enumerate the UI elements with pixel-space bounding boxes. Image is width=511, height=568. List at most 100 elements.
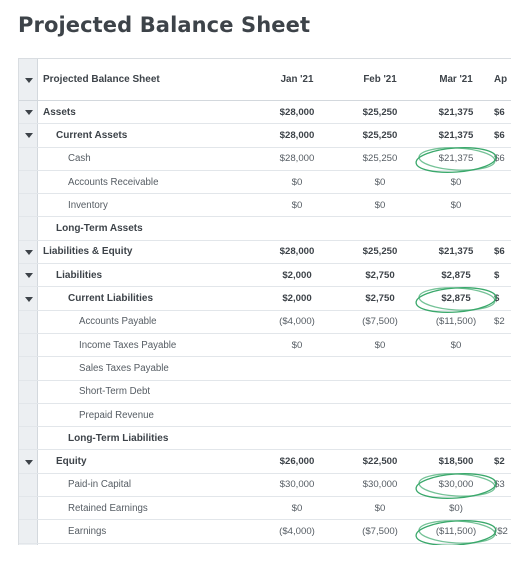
value-cell[interactable]: $18,500 xyxy=(438,456,474,468)
value-cell[interactable]: $2,000 xyxy=(282,293,312,305)
value-cell[interactable]: ($2 xyxy=(494,525,508,537)
column-header[interactable]: Ap xyxy=(494,74,508,85)
value-cell[interactable]: $28,000 xyxy=(279,106,315,118)
table-row[interactable]: Prepaid Revenue xyxy=(19,404,511,428)
value-cell[interactable]: $22,500 xyxy=(362,456,398,468)
table-row[interactable]: Long-Term Assets xyxy=(19,217,511,241)
value-cell[interactable] xyxy=(406,381,506,403)
table-row[interactable]: Liabilities & Equity $28,000 $25,250 $21,37… xyxy=(19,241,511,265)
value-cell[interactable]: $28,000 xyxy=(279,129,315,141)
value-cell[interactable]: ($4,000) xyxy=(279,316,315,328)
table-row[interactable]: Income Taxes Payable $0 $0 $0 xyxy=(19,334,511,358)
value-cell[interactable]: $0 xyxy=(291,176,303,188)
value-cell[interactable]: $30,000 xyxy=(279,479,315,491)
value-cell[interactable] xyxy=(494,194,511,216)
value-cell[interactable] xyxy=(494,171,511,193)
value-cell[interactable]: $0 xyxy=(291,339,303,351)
value-cell[interactable]: $21,375 xyxy=(438,106,474,118)
value-cell[interactable]: ($7,500) xyxy=(362,316,398,328)
value-cell[interactable]: $2,750 xyxy=(365,269,395,281)
value-cell[interactable]: $28,000 xyxy=(279,153,315,165)
table-row[interactable]: Accounts Receivable $0 $0 $0 xyxy=(19,171,511,195)
value-cell[interactable]: $0) xyxy=(449,502,463,514)
value-cell[interactable]: $0 xyxy=(450,339,462,351)
value-cell[interactable]: $ xyxy=(494,269,500,281)
value-cell[interactable]: $0 xyxy=(291,502,303,514)
column-header[interactable]: Jan '21 xyxy=(280,74,314,85)
value-cell[interactable] xyxy=(494,427,511,449)
value-cell[interactable]: $2,000 xyxy=(282,269,312,281)
table-row[interactable]: Long-Term Liabilities xyxy=(19,427,511,451)
value-cell[interactable]: $26,000 xyxy=(279,456,315,468)
table-row[interactable]: Sales Taxes Payable xyxy=(19,357,511,381)
value-cell[interactable]: $0 xyxy=(374,339,386,351)
value-cell[interactable] xyxy=(406,427,506,449)
value-cell[interactable] xyxy=(494,404,511,426)
collapse-caret-icon[interactable] xyxy=(25,273,33,279)
value-cell[interactable]: $2,750 xyxy=(365,293,395,305)
column-header[interactable]: Feb '21 xyxy=(363,74,397,85)
value-cell[interactable]: ($7,500) xyxy=(362,525,398,537)
value-cell[interactable] xyxy=(406,404,506,426)
value-cell[interactable]: $21,375 xyxy=(438,246,474,258)
collapse-caret-icon[interactable] xyxy=(25,133,33,139)
table-row[interactable]: Retained Earnings $0 $0 $0) xyxy=(19,497,511,521)
value-cell[interactable]: $30,000 xyxy=(362,479,398,491)
value-cell[interactable]: $2,875 xyxy=(441,269,471,281)
table-row[interactable]: Short-Term Debt xyxy=(19,381,511,404)
row-label: Long-Term Assets xyxy=(56,223,143,235)
value-cell[interactable]: $28,000 xyxy=(279,246,315,258)
value-cell[interactable]: $25,250 xyxy=(362,129,398,141)
table-row[interactable]: Inventory $0 $0 $0 xyxy=(19,194,511,218)
table-row[interactable]: Liabilities $2,000 $2,750 $2,875 $ xyxy=(19,264,511,288)
value-cell[interactable] xyxy=(494,217,511,239)
value-cell[interactable] xyxy=(406,357,506,379)
value-cell[interactable]: $0 xyxy=(374,502,386,514)
value-cell[interactable]: $2 xyxy=(494,456,505,468)
value-cell[interactable]: $21,375 xyxy=(438,153,474,165)
collapse-caret-icon[interactable] xyxy=(25,459,33,465)
value-cell[interactable]: ($11,500) xyxy=(435,316,477,328)
collapse-caret-icon[interactable] xyxy=(25,296,33,302)
value-cell[interactable]: $0 xyxy=(374,199,386,211)
row-label: Sales Taxes Payable xyxy=(79,362,169,374)
value-cell[interactable]: $ xyxy=(494,293,500,305)
value-cell[interactable]: $0 xyxy=(450,176,462,188)
row-label: Liabilities xyxy=(56,269,103,281)
collapse-caret-icon[interactable] xyxy=(25,249,33,255)
value-cell[interactable]: $2 xyxy=(494,316,505,328)
value-cell[interactable]: ($11,500) xyxy=(435,525,477,537)
value-cell[interactable] xyxy=(494,334,511,356)
value-cell[interactable]: $0 xyxy=(374,176,386,188)
table-row[interactable]: Assets $28,000 $25,250 $21,375 $6 xyxy=(19,101,511,125)
value-cell[interactable]: $6 xyxy=(494,106,505,118)
table-row[interactable]: Cash $28,000 $25,250 $21,375 $6 xyxy=(19,148,511,171)
table-row[interactable]: Current Assets $28,000 $25,250 $21,375 $6 xyxy=(19,124,511,148)
table-row[interactable]: Accounts Payable ($4,000) ($7,500) ($11,500… xyxy=(19,311,511,334)
value-cell[interactable]: $21,375 xyxy=(438,129,474,141)
value-cell[interactable]: $2,875 xyxy=(441,293,471,305)
table-row[interactable]: Current Liabilities $2,000 $2,750 $2,875 $ xyxy=(19,287,511,311)
value-cell[interactable]: $30,000 xyxy=(438,479,474,491)
value-cell[interactable]: ($4,000) xyxy=(279,525,315,537)
value-cell[interactable] xyxy=(406,217,506,239)
value-cell[interactable]: $6 xyxy=(494,246,505,258)
value-cell[interactable]: $6 xyxy=(494,129,505,141)
balance-sheet-grid[interactable]: Projected Balance Sheet Jan '21 Feb '21 … xyxy=(18,58,511,545)
value-cell[interactable]: $0 xyxy=(291,199,303,211)
table-row[interactable]: Paid-in Capital $30,000 $30,000 $30,000 $3 xyxy=(19,474,511,498)
value-cell[interactable]: $25,250 xyxy=(362,153,398,165)
collapse-caret-icon[interactable] xyxy=(25,77,33,83)
value-cell[interactable]: $0 xyxy=(450,199,462,211)
table-row[interactable]: Equity $26,000 $22,500 $18,500 $2 xyxy=(19,450,511,474)
value-cell[interactable] xyxy=(494,381,511,403)
value-cell[interactable] xyxy=(494,357,511,379)
value-cell[interactable]: $25,250 xyxy=(362,106,398,118)
value-cell[interactable]: $6 xyxy=(494,153,505,165)
column-header[interactable]: Mar '21 xyxy=(439,74,473,85)
value-cell[interactable] xyxy=(494,497,511,519)
table-row[interactable]: Earnings ($4,000) ($7,500) ($11,500) ($2 xyxy=(19,520,511,544)
collapse-caret-icon[interactable] xyxy=(25,110,33,116)
value-cell[interactable]: $25,250 xyxy=(362,246,398,258)
value-cell[interactable]: $3 xyxy=(494,479,505,491)
